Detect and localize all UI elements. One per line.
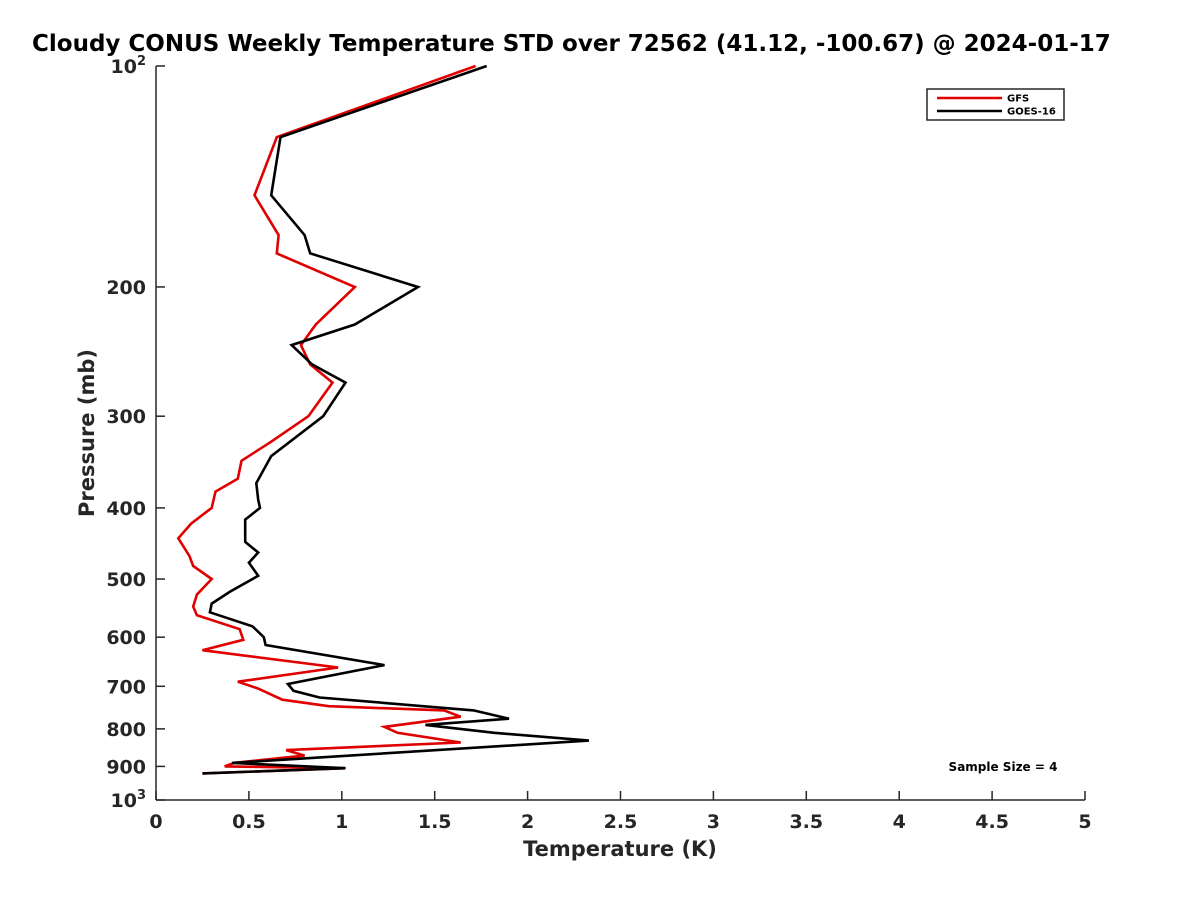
y-tick-label: 600 [106,627,146,649]
y-tick-label: 800 [106,719,146,741]
x-tick-label: 4 [893,811,906,833]
legend-label-goes16: GOES-16 [1007,107,1056,118]
y-tick-label: 400 [106,498,146,520]
legend: GFS GOES-16 [926,88,1065,121]
x-tick-label: 1 [335,811,348,833]
y-ticks: 102 200 300 400 500 600 700 800 900 103 [106,54,165,812]
x-axis-label: Temperature (K) [523,837,717,861]
chart-title: Cloudy CONUS Weekly Temperature STD over… [32,31,1111,57]
series-line-goes16 [202,64,590,775]
y-tick-label: 103 [111,788,147,812]
y-tick-label: 900 [106,756,146,778]
x-tick-label: 5 [1078,811,1091,833]
legend-box [926,88,1065,121]
x-ticks: 0 0.5 1 1.5 2 2.5 3 3.5 4 4.5 5 [149,791,1092,833]
x-tick-label: 1.5 [418,811,452,833]
y-tick-label: 700 [106,676,146,698]
y-axis-label: Pressure (mb) [75,349,99,517]
legend-label-gfs: GFS [1007,94,1029,105]
x-tick-label: 0 [149,811,162,833]
y-tick-label: 200 [106,277,146,299]
x-tick-label: 2.5 [604,811,638,833]
x-tick-label: 3.5 [789,811,823,833]
x-tick-label: 0.5 [232,811,266,833]
x-tick-label: 3 [707,811,720,833]
x-tick-label: 4.5 [975,811,1009,833]
y-tick-label: 102 [111,54,147,78]
y-tick-label: 500 [106,569,146,591]
y-tick-label: 300 [106,406,146,428]
x-tick-label: 2 [521,811,534,833]
series-line-gfs [176,64,477,775]
series-lines [176,64,590,775]
sample-size-note: Sample Size = 4 [949,760,1058,774]
